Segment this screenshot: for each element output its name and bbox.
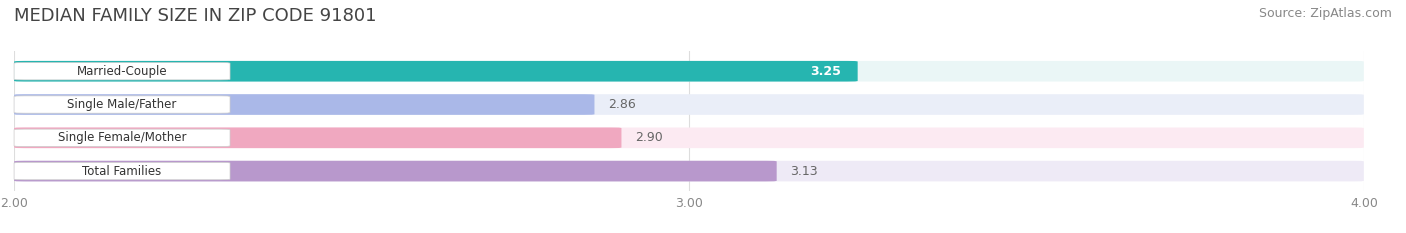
FancyBboxPatch shape bbox=[14, 161, 1364, 182]
Text: 2.90: 2.90 bbox=[636, 131, 662, 144]
Text: 3.25: 3.25 bbox=[810, 65, 841, 78]
Text: MEDIAN FAMILY SIZE IN ZIP CODE 91801: MEDIAN FAMILY SIZE IN ZIP CODE 91801 bbox=[14, 7, 377, 25]
Text: Single Female/Mother: Single Female/Mother bbox=[58, 131, 186, 144]
FancyBboxPatch shape bbox=[14, 63, 231, 80]
FancyBboxPatch shape bbox=[14, 94, 595, 115]
Text: Single Male/Father: Single Male/Father bbox=[67, 98, 177, 111]
Text: Married-Couple: Married-Couple bbox=[77, 65, 167, 78]
Text: 2.86: 2.86 bbox=[607, 98, 636, 111]
Text: 3.13: 3.13 bbox=[790, 164, 818, 178]
FancyBboxPatch shape bbox=[14, 96, 231, 113]
FancyBboxPatch shape bbox=[14, 61, 858, 82]
FancyBboxPatch shape bbox=[14, 127, 621, 148]
FancyBboxPatch shape bbox=[14, 161, 776, 182]
FancyBboxPatch shape bbox=[14, 129, 231, 147]
FancyBboxPatch shape bbox=[14, 127, 1364, 148]
FancyBboxPatch shape bbox=[14, 61, 1364, 82]
Text: Total Families: Total Families bbox=[83, 164, 162, 178]
FancyBboxPatch shape bbox=[14, 94, 1364, 115]
FancyBboxPatch shape bbox=[14, 162, 231, 180]
Text: Source: ZipAtlas.com: Source: ZipAtlas.com bbox=[1258, 7, 1392, 20]
